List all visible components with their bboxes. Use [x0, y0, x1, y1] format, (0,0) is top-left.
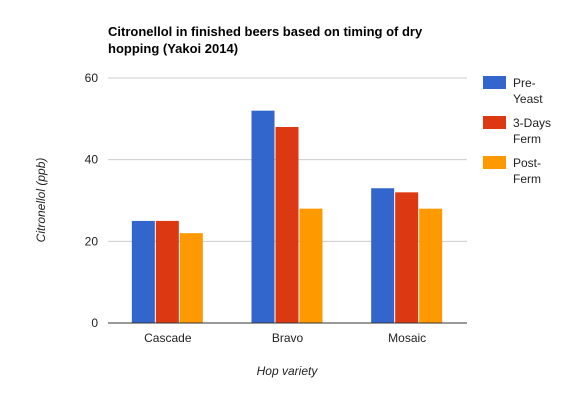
legend-label-1-line-0: 3-Days — [513, 116, 551, 130]
chart-title: Citronellol in finished beers based on t… — [108, 24, 423, 56]
bar-mosaic-series-2 — [419, 208, 443, 323]
y-tick-label-0: 0 — [91, 316, 98, 330]
bar-bravo-series-0 — [251, 110, 275, 324]
y-tick-label-3: 60 — [85, 71, 99, 85]
chart-title-line-2: hopping (Yakoi 2014) — [108, 41, 238, 56]
legend-label-2-line-1: Ferm — [513, 172, 541, 186]
bar-bravo-series-1 — [275, 127, 299, 323]
y-tick-label-1: 20 — [85, 234, 99, 248]
legend-swatch-0 — [483, 76, 506, 89]
bar-cascade-series-2 — [179, 233, 203, 323]
legend: Pre- Yeast 3-Days Ferm Post- Ferm — [483, 76, 551, 186]
y-axis-ticks: 0 20 40 60 — [85, 71, 99, 330]
bar-cascade-series-0 — [131, 220, 155, 323]
x-tick-label-mosaic: Mosaic — [388, 331, 426, 345]
x-axis-ticks: Cascade Bravo Mosaic — [144, 331, 426, 345]
bars — [131, 110, 443, 324]
y-tick-label-2: 40 — [85, 153, 99, 167]
x-tick-label-cascade: Cascade — [144, 331, 192, 345]
bar-mosaic-series-1 — [395, 192, 419, 323]
legend-label-0-line-0: Pre- — [513, 76, 536, 90]
legend-label-0-line-1: Yeast — [513, 92, 543, 106]
x-tick-label-bravo: Bravo — [272, 331, 304, 345]
legend-label-2-line-0: Post- — [513, 156, 541, 170]
bar-mosaic-series-0 — [371, 188, 395, 323]
bar-cascade-series-1 — [155, 220, 179, 323]
bar-bravo-series-2 — [299, 208, 323, 323]
y-axis-title: Citronellol (ppb) — [34, 158, 48, 243]
x-axis-title: Hop variety — [257, 364, 319, 378]
legend-label-1-line-1: Ferm — [513, 132, 541, 146]
legend-swatch-1 — [483, 116, 506, 129]
legend-swatch-2 — [483, 156, 506, 169]
chart-title-line-1: Citronellol in finished beers based on t… — [108, 24, 423, 39]
